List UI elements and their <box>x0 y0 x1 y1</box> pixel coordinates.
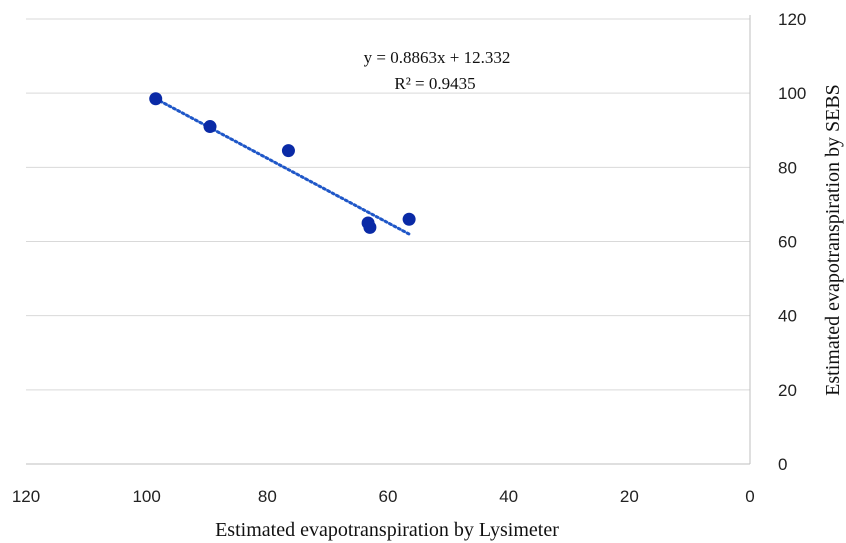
data-points <box>149 92 416 234</box>
data-point <box>203 120 217 134</box>
x-axis-title: Estimated evapotranspiration by Lysimete… <box>215 519 559 541</box>
data-point <box>402 212 416 226</box>
x-tick-label: 80 <box>258 487 277 506</box>
data-point <box>149 92 163 106</box>
r-squared-label: R² = 0.9435 <box>394 74 475 93</box>
trendline <box>154 97 411 236</box>
data-point <box>363 220 377 234</box>
x-tick-label: 60 <box>379 487 398 506</box>
y-tick-label: 60 <box>778 233 797 252</box>
data-point <box>281 144 295 158</box>
y-tick-label: 100 <box>778 84 806 103</box>
x-tick-label: 40 <box>499 487 518 506</box>
y-tick-labels: 0 20 40 60 80 100 120 <box>778 10 806 474</box>
x-tick-label: 0 <box>745 487 754 506</box>
y-tick-label: 80 <box>778 158 797 177</box>
trendline-equation: y = 0.8863x + 12.332 <box>364 48 511 67</box>
x-tick-label: 20 <box>620 487 639 506</box>
y-tick-label: 0 <box>778 455 787 474</box>
y-axis-title: Estimated evapotranspiration by SEBS <box>822 84 844 396</box>
x-tick-label: 120 <box>12 487 40 506</box>
gridlines <box>26 18 750 391</box>
y-tick-label: 40 <box>778 307 797 326</box>
x-tick-labels: 120 100 80 60 40 20 0 <box>12 487 755 506</box>
y-tick-label: 120 <box>778 10 806 29</box>
y-tick-label: 20 <box>778 381 797 400</box>
x-tick-label: 100 <box>132 487 160 506</box>
